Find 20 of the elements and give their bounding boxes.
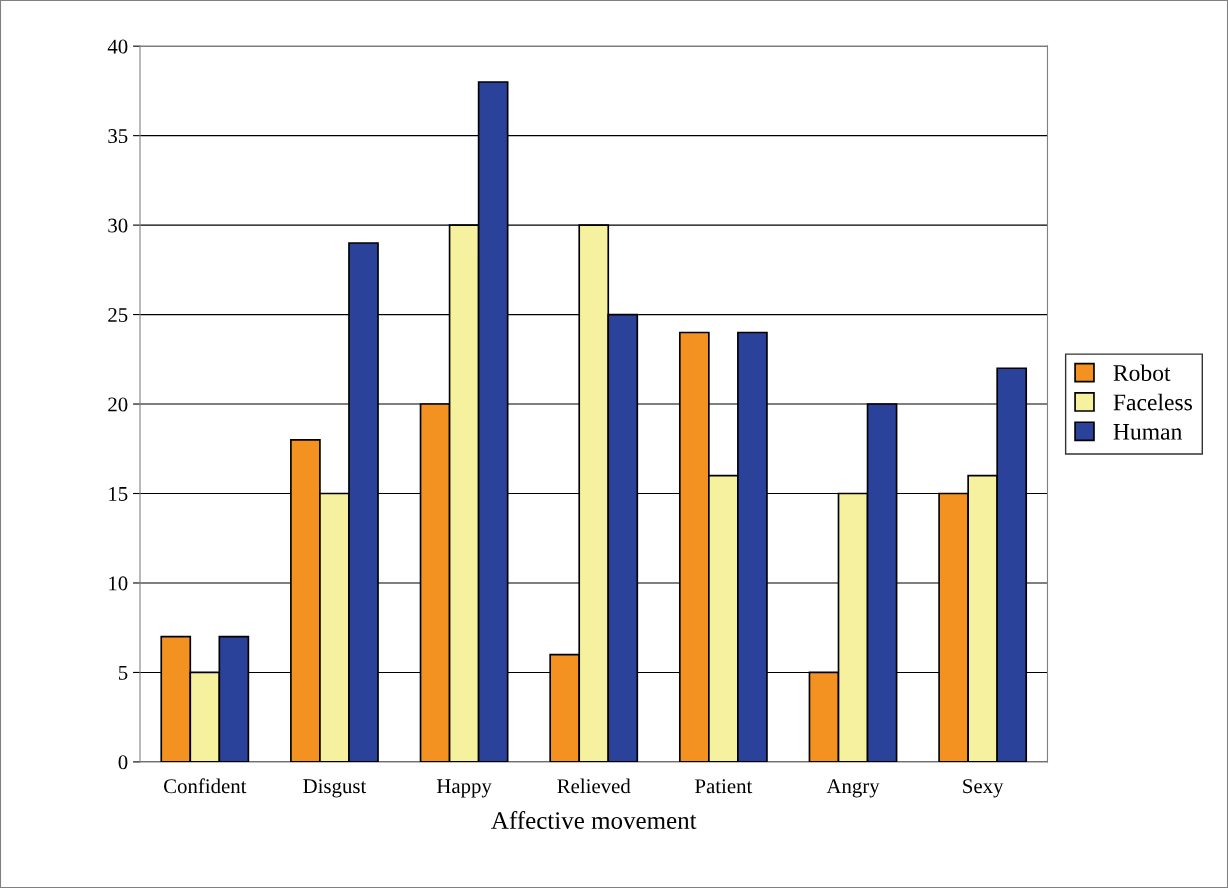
y-tick-label: 30 — [108, 218, 128, 233]
y-tick-label: 40 — [107, 39, 128, 54]
x-tick-label: Angry — [826, 779, 880, 798]
y-tick-label: 10 — [109, 576, 128, 591]
y-tick-label: 25 — [108, 308, 128, 323]
y-tick-label: 5 — [118, 666, 128, 680]
y-tick-label: 0 — [118, 755, 128, 770]
x-tick-label: Confident — [164, 778, 247, 794]
x-tick-label: Patient — [695, 779, 753, 794]
y-tick-label: 15 — [109, 486, 128, 501]
x-axis-title: Affective movement — [491, 811, 697, 829]
x-tick-label: Happy — [436, 779, 492, 798]
legend-label: Faceless — [1113, 393, 1192, 411]
x-tick-label: Relieved — [557, 778, 631, 794]
x-tick-label: Disgust — [303, 779, 367, 798]
legend-label: Robot — [1113, 364, 1171, 382]
legend-label: Human — [1113, 424, 1183, 440]
y-tick-label: 20 — [108, 397, 128, 412]
y-tick-label: 35 — [108, 129, 128, 144]
x-tick-label: Sexy — [963, 779, 1004, 798]
